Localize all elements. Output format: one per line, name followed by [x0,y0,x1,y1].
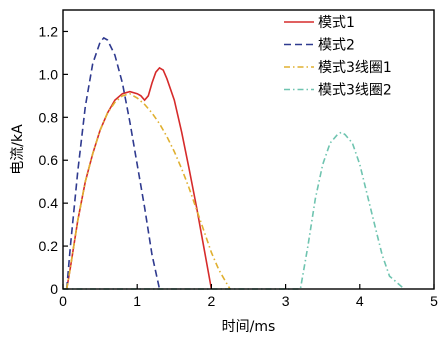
x-tick-label: 3 [282,293,290,309]
x-tick-label: 1 [133,293,141,309]
ticks-layer: 0 1 2 3 4 5 0 0.2 0.4 0.6 0.8 1.0 1.2 [39,23,439,309]
x-axis-label: 时间/ms [222,319,276,335]
y-tick-label: 0 [50,281,58,297]
y-tick-label: 0.8 [39,109,59,125]
y-tick-label: 0.2 [39,238,59,254]
x-tick-label: 5 [430,293,438,309]
legend-label-2: 模式2 [318,38,355,54]
legend-label-4: 模式3线圈2 [318,83,392,99]
series-line-2 [65,36,161,290]
series-line-3 [65,92,231,290]
legend-label-3: 模式3线圈1 [318,60,392,76]
plot-frame [62,9,435,290]
series-layer [63,36,405,290]
y-tick-label: 0.4 [39,195,59,211]
legend: 模式1 模式2 模式3线圈1 模式3线圈2 [284,15,392,99]
x-tick-label: 4 [356,293,364,309]
legend-label-1: 模式1 [318,15,355,31]
series-line-4 [63,131,405,290]
y-tick-label: 0.6 [39,152,59,168]
x-tick-label: 2 [208,293,216,309]
x-tick-label: 0 [59,293,67,309]
y-tick-label: 1.2 [39,23,59,39]
y-tick-label: 1.0 [39,66,59,82]
y-axis-label: 电流/kA [10,124,26,175]
